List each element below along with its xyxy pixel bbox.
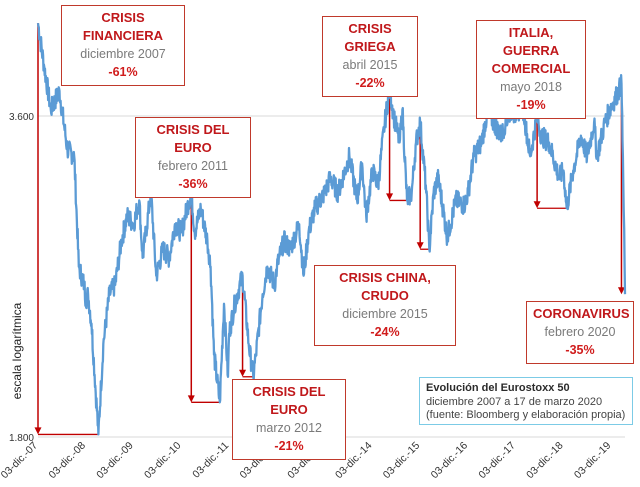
x-tick-label: 03-dic.-16 bbox=[429, 440, 471, 482]
annotation-title: CRISIS CHINA, CRUDO bbox=[339, 270, 431, 303]
drawdown-arrow-head bbox=[239, 369, 247, 377]
x-tick-label: 03-dic.-08 bbox=[46, 440, 88, 482]
annotation-crisis-griega: CRISIS GRIEGA abril 2015 -22% bbox=[322, 16, 418, 97]
annotation-date: marzo 2012 bbox=[255, 421, 322, 435]
x-tick-label: 03-dic.-18 bbox=[524, 440, 566, 482]
chart-title: Evolución del Eurostoxx 50 bbox=[426, 382, 570, 394]
annotation-pct: -19% bbox=[516, 98, 546, 112]
annotation-date: febrero 2020 bbox=[544, 325, 616, 339]
annotation-date: febrero 2011 bbox=[158, 159, 228, 173]
annotation-pct: -61% bbox=[108, 65, 138, 79]
annotation-crisis-financiera: CRISIS FINANCIERA diciembre 2007 -61% bbox=[61, 5, 185, 86]
annotation-pct: -24% bbox=[370, 325, 400, 339]
y-tick-label: 1.800 bbox=[9, 433, 34, 444]
drawdown-arrow-head bbox=[617, 287, 625, 295]
annotation-pct: -36% bbox=[178, 177, 208, 191]
annotation-title: ITALIA, GUERRA COMERCIAL bbox=[491, 25, 571, 76]
drawdown-arrow-head bbox=[386, 193, 394, 201]
annotation-date: mayo 2018 bbox=[500, 80, 562, 94]
annotation-title: CRISIS DEL EURO bbox=[156, 122, 230, 155]
annotation-date: diciembre 2007 bbox=[80, 47, 166, 61]
x-tick-label: 03-dic.-19 bbox=[572, 440, 614, 482]
drawdown-arrow-head bbox=[416, 242, 424, 250]
annotation-coronavirus: CORONAVIRUS febrero 2020 -35% bbox=[526, 301, 634, 364]
x-tick-label: 03-dic.-10 bbox=[142, 440, 184, 482]
chart-source: (fuente: Bloomberg y elaboración propia) bbox=[426, 409, 626, 421]
y-tick-label: 3.600 bbox=[9, 112, 34, 123]
annotation-title: CRISIS GRIEGA bbox=[344, 21, 396, 54]
annotation-date: diciembre 2015 bbox=[342, 307, 428, 321]
annotation-crisis-euro-2012: CRISIS DEL EURO marzo 2012 -21% bbox=[232, 379, 346, 460]
eurostoxx-series-line bbox=[36, 22, 627, 436]
y-axis-label: escala logarítmica bbox=[10, 302, 24, 400]
x-tick-label: 03-dic.-07 bbox=[0, 440, 40, 482]
chart-info-box: Evolución del Eurostoxx 50 diciembre 200… bbox=[419, 377, 633, 425]
annotation-title: CRISIS FINANCIERA bbox=[82, 10, 164, 43]
chart-subtitle: diciembre 2007 a 17 de marzo 2020 bbox=[426, 395, 603, 408]
drawdown-arrow-head bbox=[187, 395, 195, 403]
annotation-title: CORONAVIRUS bbox=[533, 306, 630, 321]
x-tick-label: 03-dic.-09 bbox=[94, 440, 136, 482]
x-tick-label: 03-dic.-17 bbox=[476, 440, 518, 482]
annotation-crisis-euro-2011: CRISIS DEL EURO febrero 2011 -36% bbox=[135, 117, 251, 198]
drawdown-arrow-head bbox=[533, 201, 541, 209]
x-tick-label: 03-dic.-15 bbox=[381, 440, 423, 482]
annotation-title: CRISIS DEL EURO bbox=[252, 384, 326, 417]
x-tick-label: 03-dic.-11 bbox=[190, 440, 231, 481]
annotation-date: abril 2015 bbox=[342, 58, 398, 72]
annotation-pct: -35% bbox=[565, 343, 595, 357]
annotation-pct: -22% bbox=[355, 76, 385, 90]
annotation-pct: -21% bbox=[274, 439, 304, 453]
annotation-crisis-china: CRISIS CHINA, CRUDO diciembre 2015 -24% bbox=[314, 265, 456, 346]
drawdown-arrow-head bbox=[34, 427, 42, 435]
annotation-italia: ITALIA, GUERRA COMERCIAL mayo 2018 -19% bbox=[476, 20, 586, 119]
